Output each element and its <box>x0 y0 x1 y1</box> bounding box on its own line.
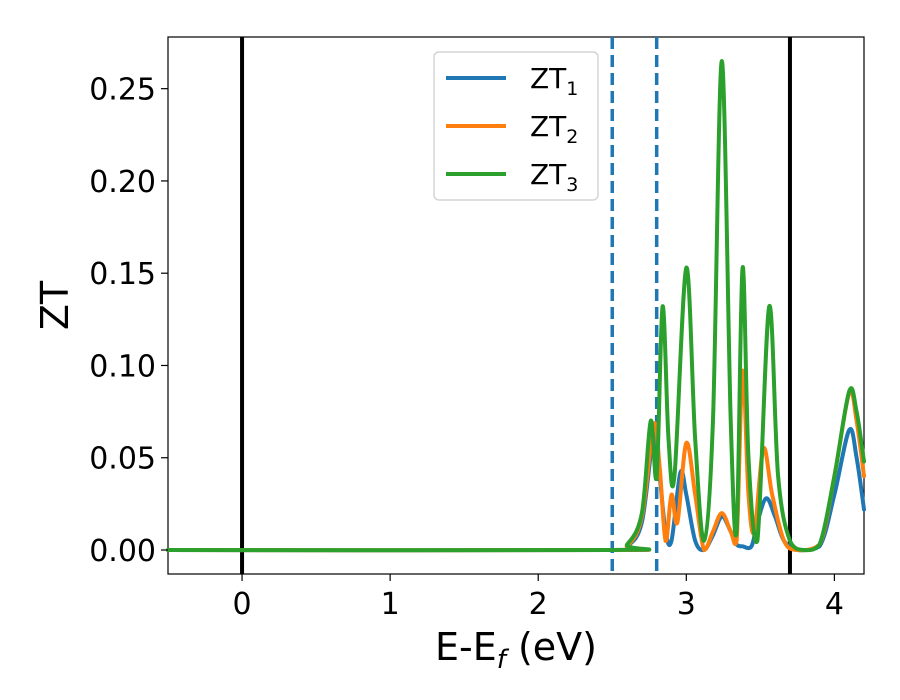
y-tick-label: 0.05 <box>89 442 156 477</box>
x-tick-label: 2 <box>529 587 548 622</box>
series-line-zt3 <box>166 58 866 553</box>
series-layer <box>166 58 866 553</box>
x-tick-label: 1 <box>381 587 400 622</box>
plot-area <box>166 36 866 575</box>
legend-label-zt1: ZT1 <box>530 62 578 100</box>
x-tick-label: 3 <box>677 587 696 622</box>
legend-frame <box>433 51 599 201</box>
y-tick-label: 0.20 <box>89 165 156 200</box>
y-axis-ticks: 0.00 0.05 0.10 0.15 0.20 0.25 <box>89 73 168 569</box>
x-tick-label: 0 <box>232 587 251 622</box>
y-tick-label: 0.10 <box>89 349 156 384</box>
reference-lines <box>240 37 792 574</box>
legend-label-zt2: ZT2 <box>530 110 578 148</box>
y-tick-label: 0.25 <box>89 73 156 108</box>
legend-label-zt3: ZT3 <box>530 158 578 196</box>
y-tick-label: 0.15 <box>89 257 156 292</box>
y-tick-label: 0.00 <box>89 534 156 569</box>
x-axis-label: E-Ef (eV) <box>435 625 597 675</box>
x-tick-label: 4 <box>825 587 844 622</box>
legend: ZT1 ZT2 ZT3 <box>433 51 599 201</box>
y-axis-label: ZT <box>33 280 77 330</box>
x-axis-ticks: 0 1 2 3 4 <box>232 574 844 622</box>
plot-frame <box>167 36 865 575</box>
